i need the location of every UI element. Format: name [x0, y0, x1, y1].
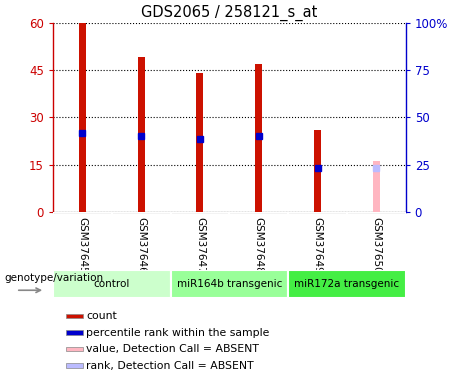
Text: GSM37645: GSM37645	[77, 216, 88, 273]
Text: GSM37649: GSM37649	[313, 216, 323, 273]
Bar	[314, 130, 321, 212]
Text: GSM37647: GSM37647	[195, 216, 205, 273]
Bar	[66, 346, 83, 351]
Bar	[53, 270, 171, 298]
Bar	[171, 270, 288, 298]
Text: miR172a transgenic: miR172a transgenic	[294, 279, 400, 289]
Text: GSM37648: GSM37648	[254, 216, 264, 273]
Text: GSM37650: GSM37650	[371, 216, 381, 273]
Bar	[66, 363, 83, 368]
Text: percentile rank within the sample: percentile rank within the sample	[86, 328, 269, 338]
Bar	[196, 73, 203, 212]
Bar	[79, 22, 86, 212]
Bar	[255, 63, 262, 212]
Text: GSM37646: GSM37646	[136, 216, 146, 273]
Bar	[66, 314, 83, 318]
Text: control: control	[94, 279, 130, 289]
Bar	[66, 330, 83, 335]
Text: miR164b transgenic: miR164b transgenic	[177, 279, 282, 289]
Title: GDS2065 / 258121_s_at: GDS2065 / 258121_s_at	[141, 5, 318, 21]
Text: rank, Detection Call = ABSENT: rank, Detection Call = ABSENT	[86, 361, 254, 371]
Text: value, Detection Call = ABSENT: value, Detection Call = ABSENT	[86, 344, 259, 354]
Text: genotype/variation: genotype/variation	[4, 273, 103, 283]
Text: count: count	[86, 311, 117, 321]
Bar	[373, 161, 380, 212]
Bar	[138, 57, 145, 212]
Bar	[288, 270, 406, 298]
